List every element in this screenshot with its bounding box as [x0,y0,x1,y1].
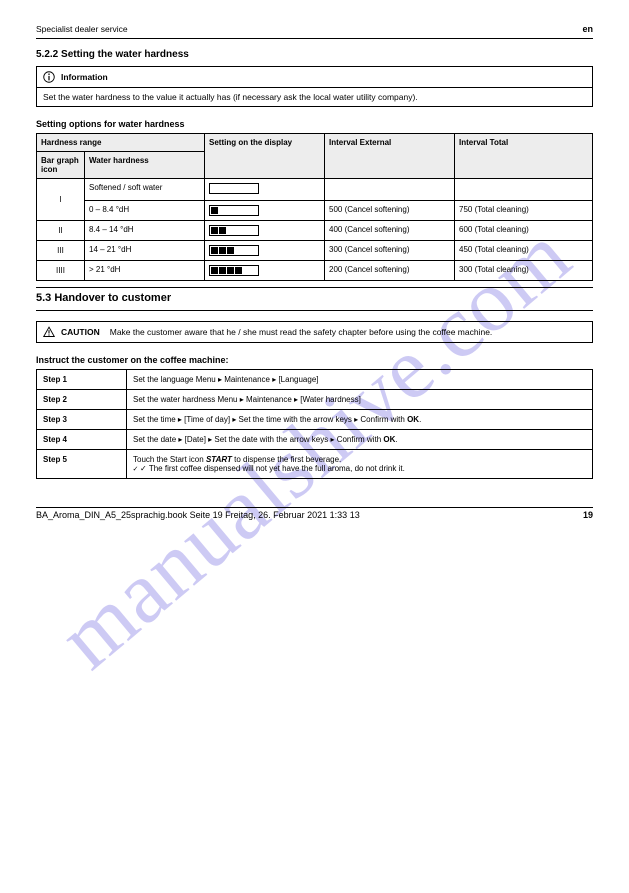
row-icon: I [37,179,85,221]
page-number: 19 [583,510,593,520]
th-icon: Bar graph icon [37,152,85,179]
row-ext: 200 (Cancel softening) [325,261,455,281]
row-ext: 400 (Cancel softening) [325,221,455,241]
th-ext: Interval External [325,134,455,179]
row-hard: 0 – 8.4 °dH [85,201,205,221]
info-box: Information Set the water hardness to th… [36,66,593,107]
footer-left: BA_Aroma_DIN_A5_25sprachig.book Seite 19… [36,510,360,520]
row-icon: II [37,221,85,241]
row-total: 750 (Total cleaning) [455,201,593,221]
row-level [205,261,325,281]
row-total [455,179,593,201]
row-total: 600 (Total cleaning) [455,221,593,241]
header-lang: en [582,24,593,34]
hardness-table: Hardness range Setting on the display In… [36,133,593,281]
step-text: Set the time ▸ [Time of day] ▸ Set the t… [127,410,593,430]
row-level [205,241,325,261]
steps-head: Instruct the customer on the coffee mach… [36,355,593,365]
caution-box: CAUTION Make the customer aware that he … [36,321,593,343]
row-level [205,201,325,221]
section-heading: 5.2.2 Setting the water hardness [36,49,593,60]
row-ext: 300 (Cancel softening) [325,241,455,261]
step-text: Set the language Menu ▸ Maintenance ▸ [L… [127,370,593,390]
row-hard: Softened / soft water [85,179,205,201]
row-ext [325,179,455,201]
row-level [205,179,325,201]
step-number: Step 1 [37,370,127,390]
th-total: Interval Total [455,134,593,179]
row-hard: 14 – 21 °dH [85,241,205,261]
th-hardness: Hardness range [37,134,205,152]
info-body: Set the water hardness to the value it a… [37,88,592,106]
row-total: 450 (Total cleaning) [455,241,593,261]
row-ext: 500 (Cancel softening) [325,201,455,221]
th-hard: Water hardness [85,152,205,179]
warning-icon [43,326,55,338]
steps-table: Step 1 Set the language Menu ▸ Maintenan… [36,369,593,479]
row-level [205,221,325,241]
step-text: Set the water hardness Menu ▸ Maintenanc… [127,390,593,410]
header-left: Specialist dealer service [36,24,128,34]
step-number: Step 5 [37,450,127,479]
row-hard: > 21 °dH [85,261,205,281]
table-subhead: Setting options for water hardness [36,119,593,129]
step-text: Touch the Start icon START to dispense t… [127,450,593,479]
row-icon: IIII [37,261,85,281]
info-title: Information [61,72,108,82]
row-total: 300 (Total cleaning) [455,261,593,281]
th-setting: Setting on the display [205,134,325,179]
step-number: Step 3 [37,410,127,430]
caution-title: CAUTION [61,327,100,337]
step-number: Step 2 [37,390,127,410]
row-icon: III [37,241,85,261]
step-number: Step 4 [37,430,127,450]
info-icon [43,71,55,83]
step-text: Set the date ▸ [Date] ▸ Set the date wit… [127,430,593,450]
caution-body: Make the customer aware that he / she mu… [110,327,493,337]
row-hard: 8.4 – 14 °dH [85,221,205,241]
section-5-3: 5.3 Handover to customer [36,292,593,304]
